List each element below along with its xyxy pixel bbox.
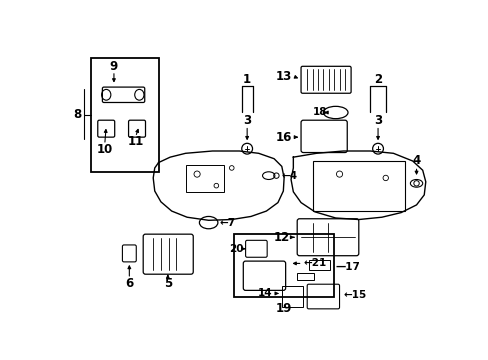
Text: ←7: ←7 xyxy=(219,217,235,228)
Text: 2: 2 xyxy=(373,73,381,86)
Text: 16: 16 xyxy=(275,131,291,144)
Text: 14: 14 xyxy=(257,288,272,298)
Bar xyxy=(312,161,404,211)
Text: 5: 5 xyxy=(163,277,172,290)
Text: ←15: ←15 xyxy=(343,290,366,300)
Bar xyxy=(185,165,224,192)
Text: 9: 9 xyxy=(110,60,118,73)
Text: 12: 12 xyxy=(273,231,289,244)
Bar xyxy=(281,286,303,307)
Text: ←4: ←4 xyxy=(281,171,297,181)
Text: 11: 11 xyxy=(127,135,143,148)
Text: 1: 1 xyxy=(243,73,251,86)
Text: 18: 18 xyxy=(312,108,326,117)
Text: 6: 6 xyxy=(125,277,133,290)
Bar xyxy=(308,260,329,270)
Text: —17: —17 xyxy=(335,261,360,271)
Text: 3: 3 xyxy=(243,114,251,127)
Text: 10: 10 xyxy=(96,143,113,156)
Text: 13: 13 xyxy=(275,70,291,83)
Text: 19: 19 xyxy=(275,302,292,315)
Text: 3: 3 xyxy=(373,114,381,127)
Text: 8: 8 xyxy=(74,108,81,121)
Bar xyxy=(91,58,158,172)
Bar xyxy=(234,234,333,297)
Text: 4: 4 xyxy=(411,154,420,167)
Text: ←21: ←21 xyxy=(303,258,326,269)
Bar xyxy=(297,273,313,280)
Text: 20: 20 xyxy=(229,244,244,254)
